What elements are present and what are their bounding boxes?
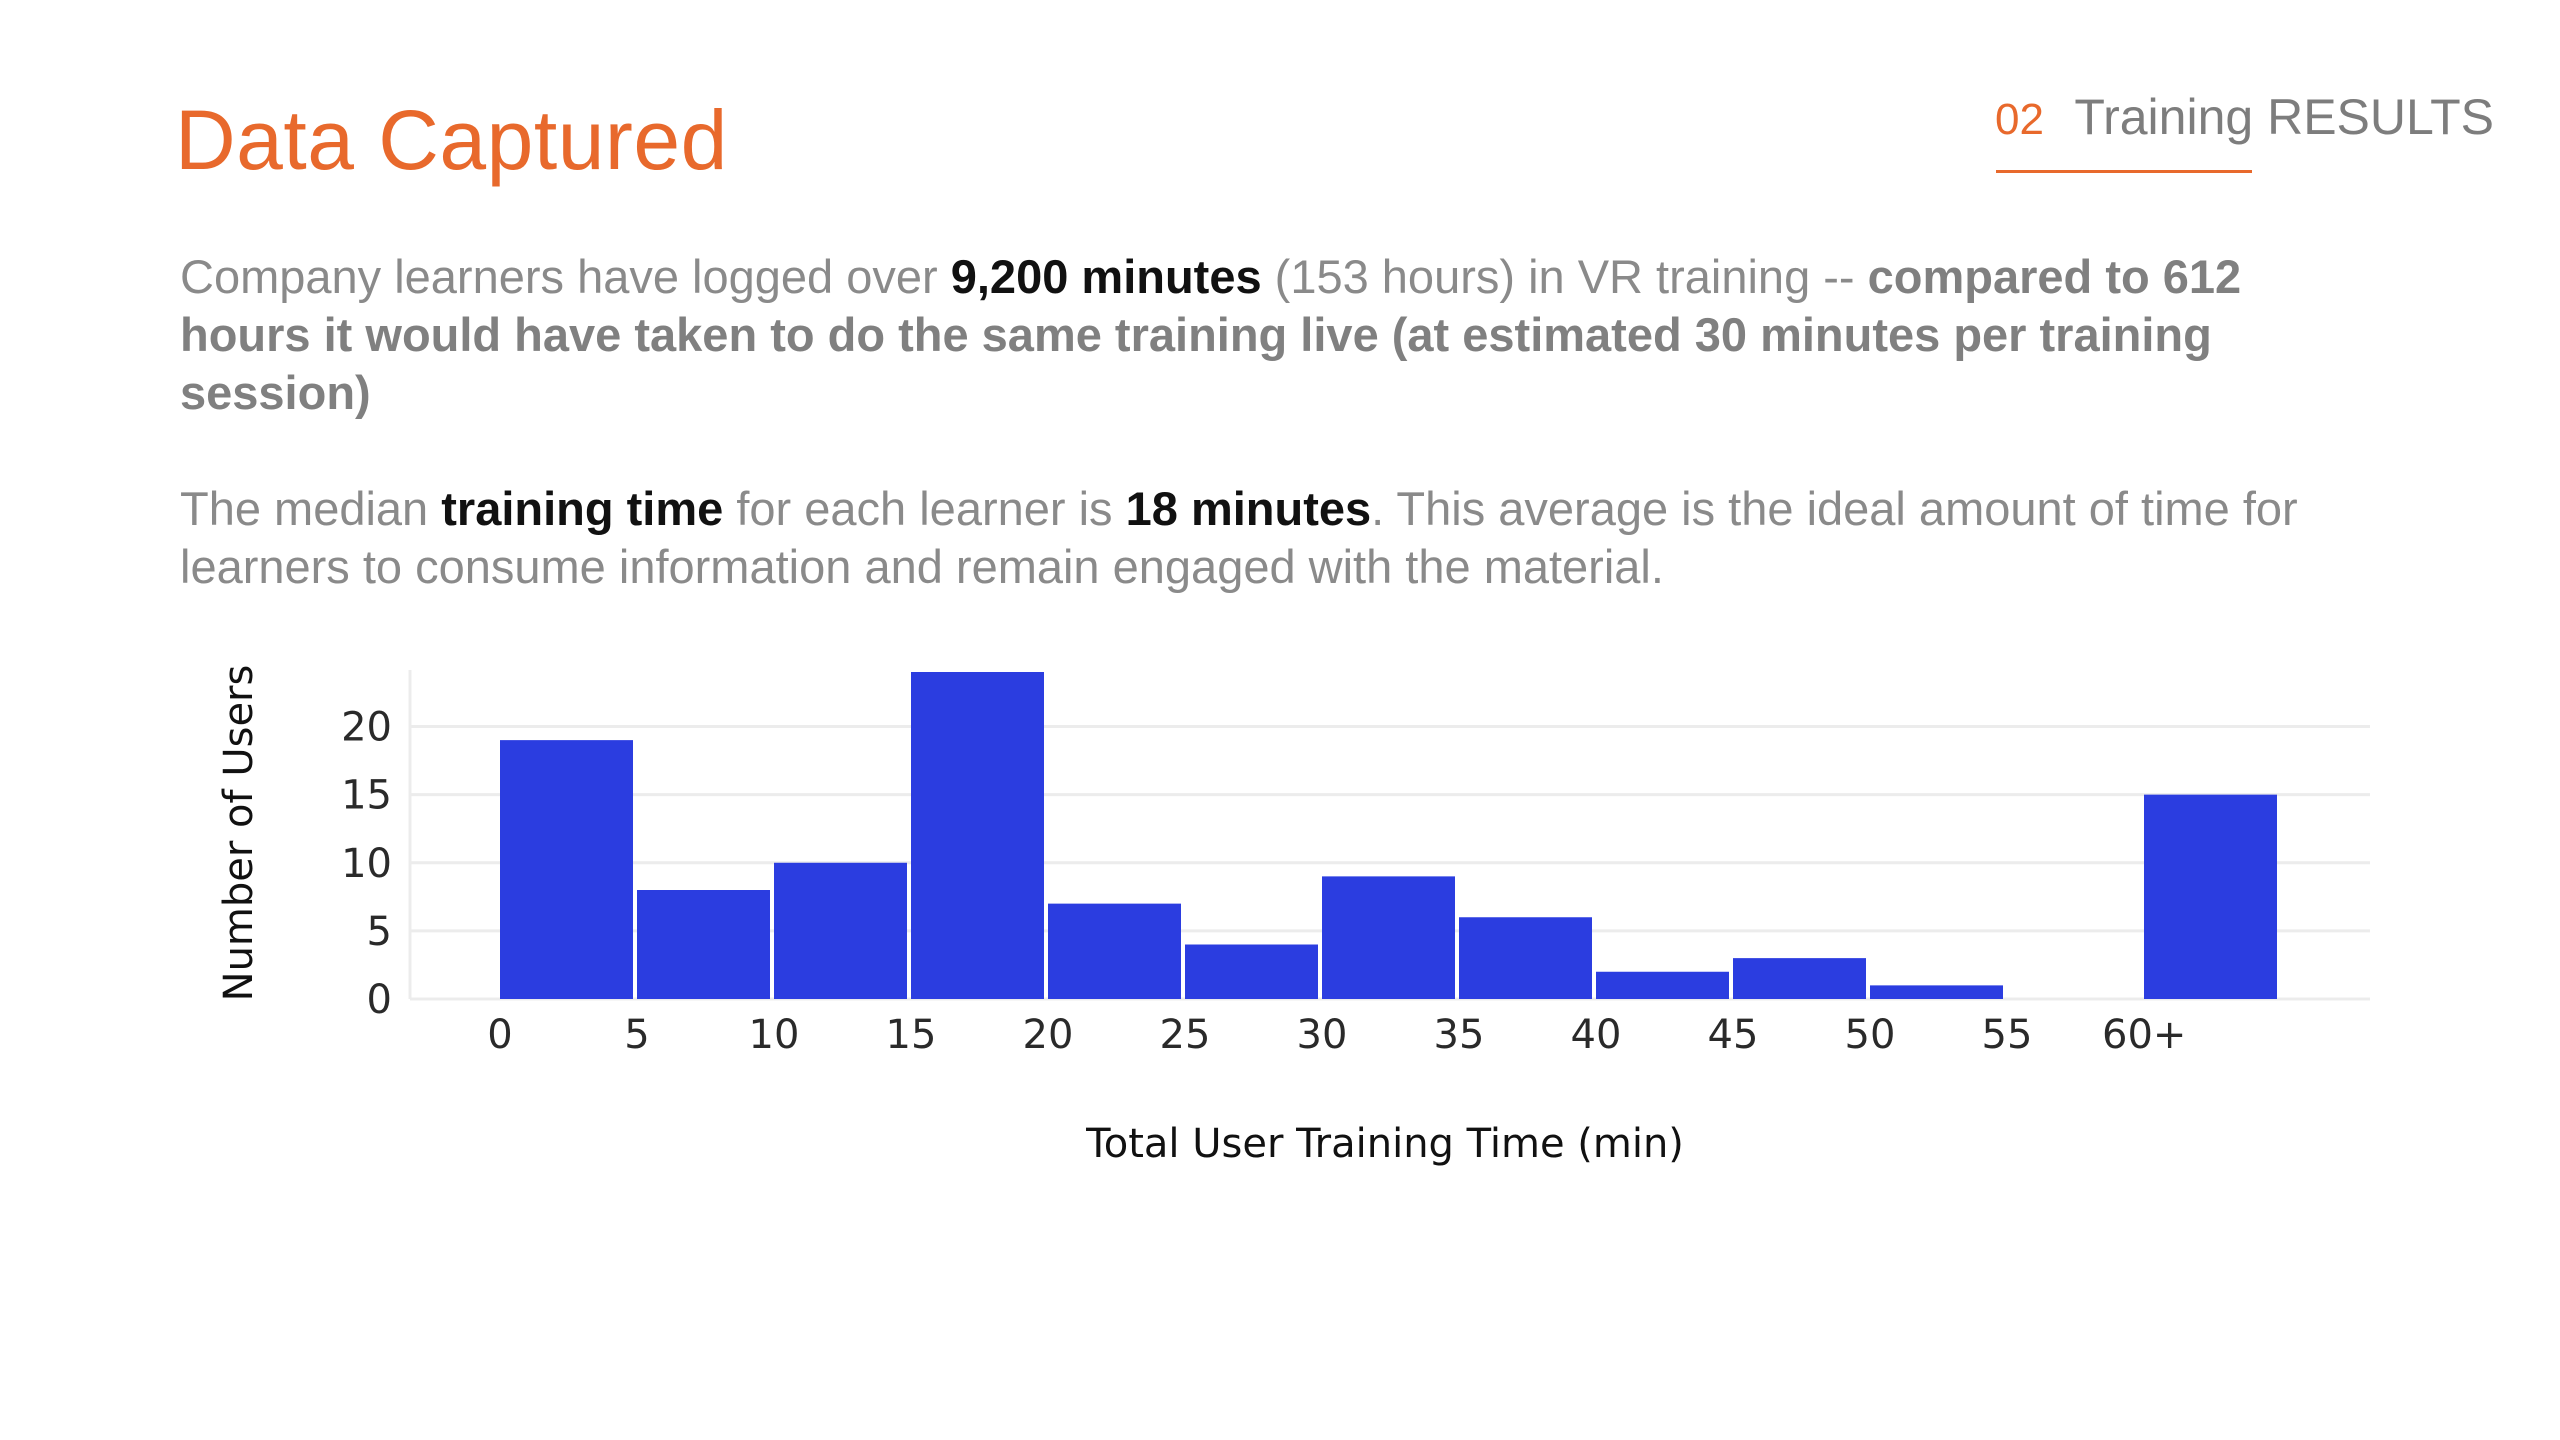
p2-text-2: for each learner is	[723, 482, 1126, 535]
bar-30	[1322, 876, 1455, 999]
y-tick-labels: 0 5 10 15 20	[341, 705, 392, 1024]
section-tag: 02 Training RESULTS	[1995, 88, 2494, 146]
x-tick-label: 55	[1982, 1012, 2033, 1058]
x-tick-label: 45	[1708, 1012, 1759, 1058]
page-title: Data Captured	[175, 93, 728, 187]
section-underline	[1996, 170, 2252, 173]
x-tick-label: 40	[1571, 1012, 1622, 1058]
x-tick-label: 60+	[2102, 1012, 2186, 1058]
chart-bars	[500, 672, 2277, 999]
bar-10	[774, 862, 907, 999]
x-tick-label: 0	[487, 1012, 512, 1058]
y-tick-label: 0	[367, 977, 392, 1023]
y-tick-label: 20	[341, 705, 392, 751]
p1-text-1: Company learners have logged over	[180, 250, 951, 303]
bar-25	[1185, 944, 1318, 999]
p1-highlight-comparison: compared to 612 hours it would have take…	[180, 250, 2242, 419]
training-time-histogram: 0 5 10 15 20 0 5 10 15 20 25 30 35 40 45 50 55 60+ Total…	[216, 665, 2370, 1167]
x-tick-labels: 0 5 10 15 20 25 30 35 40 45 50 55 60+	[487, 1012, 2186, 1058]
intro-paragraph-minutes: Company learners have logged over 9,200 …	[180, 248, 2330, 422]
section-number: 02	[1995, 95, 2044, 144]
x-tick-label: 10	[749, 1012, 800, 1058]
x-axis-label: Total User Training Time (min)	[1085, 1121, 1684, 1167]
x-tick-label: 15	[886, 1012, 937, 1058]
x-tick-label: 30	[1297, 1012, 1348, 1058]
y-tick-label: 15	[341, 773, 392, 819]
x-tick-label: 35	[1434, 1012, 1485, 1058]
bar-0	[500, 740, 633, 999]
bar-45	[1733, 958, 1866, 999]
bar-20	[1048, 903, 1181, 999]
bar-5	[637, 890, 770, 999]
p2-highlight-training-time: training time	[441, 482, 724, 535]
section-label: Training RESULTS	[2074, 89, 2494, 145]
p1-text-2: (153 hours) in VR training --	[1261, 250, 1868, 303]
intro-paragraph-median: The median training time for each learne…	[180, 480, 2330, 596]
bar-15	[911, 672, 1044, 999]
p2-text-3: . This average is the ideal amount of ti…	[180, 482, 2298, 593]
y-axis-label: Number of Users	[216, 665, 262, 1002]
y-tick-label: 5	[367, 909, 392, 955]
bar-35	[1459, 917, 1592, 999]
x-tick-label: 20	[1023, 1012, 1074, 1058]
p1-highlight-minutes: 9,200 minutes	[950, 250, 1262, 303]
p2-highlight-median: 18 minutes	[1125, 482, 1372, 535]
bar-40	[1596, 971, 1729, 999]
x-tick-label: 25	[1160, 1012, 1211, 1058]
x-tick-label: 5	[624, 1012, 649, 1058]
bar-60+	[2144, 794, 2277, 999]
bar-50	[1870, 985, 2003, 999]
y-tick-label: 10	[341, 841, 392, 887]
p2-text-1: The median	[180, 482, 442, 535]
x-tick-label: 50	[1845, 1012, 1896, 1058]
